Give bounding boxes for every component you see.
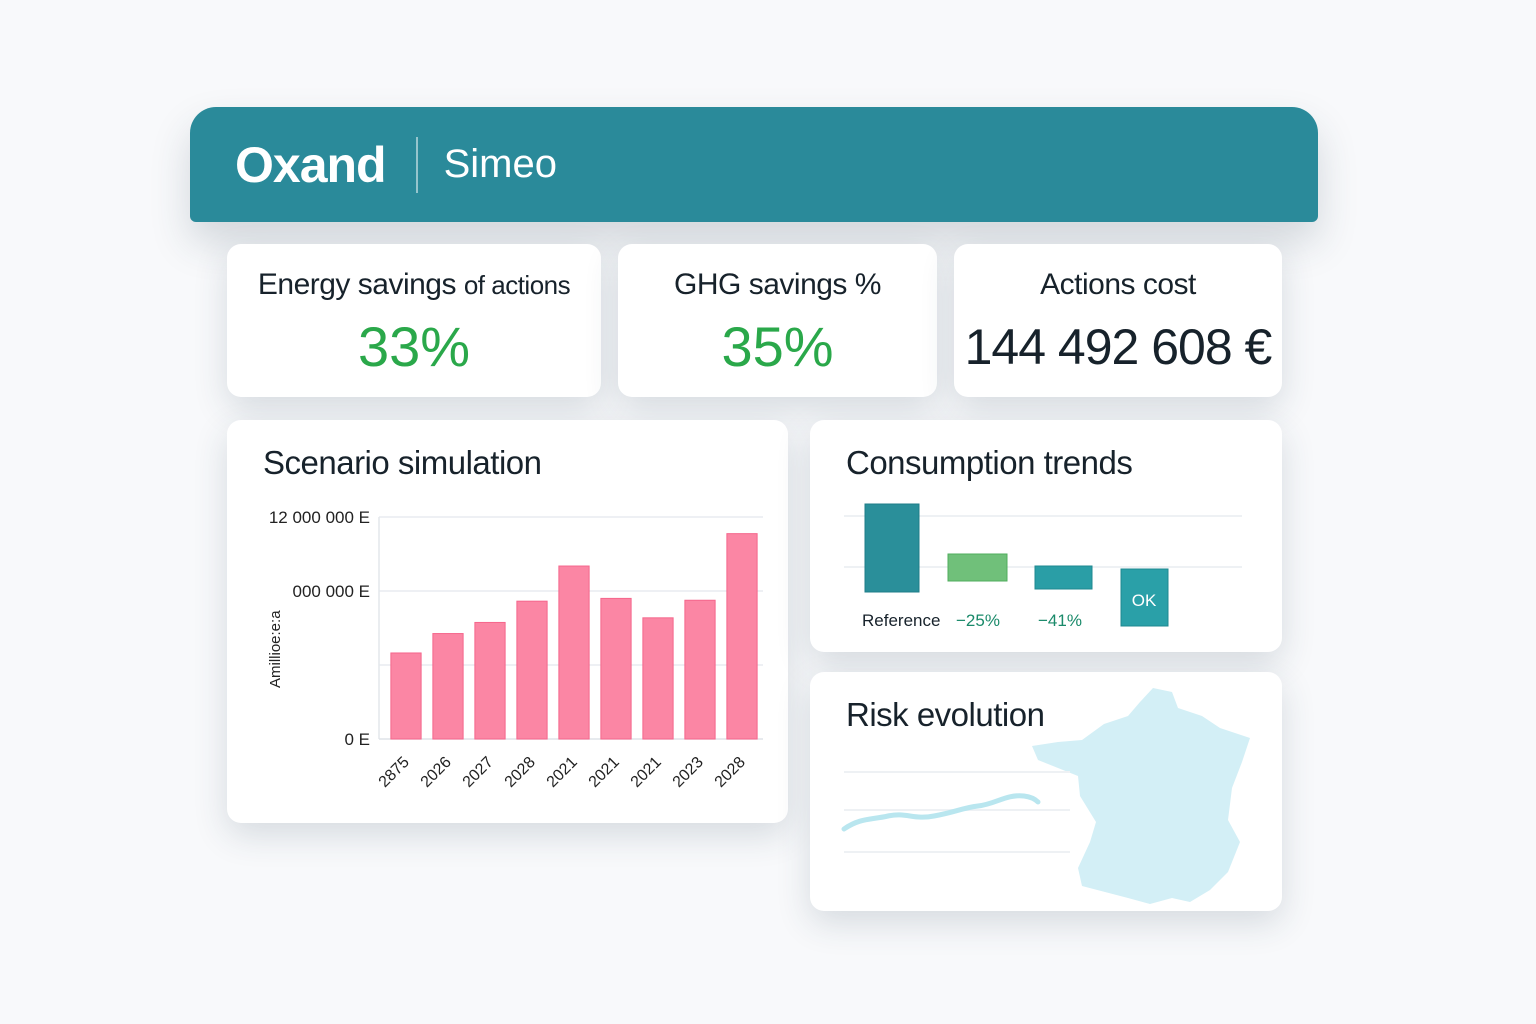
y-tick-label: 000 000 E bbox=[292, 582, 370, 601]
bar bbox=[726, 533, 758, 740]
x-tick-label: 2023 bbox=[670, 754, 707, 791]
risk-chart bbox=[841, 688, 1250, 904]
card-title: Consumption trends bbox=[846, 444, 1133, 481]
kpi-value: 35% bbox=[721, 315, 834, 378]
bar bbox=[600, 597, 632, 740]
label-minus-25: −25% bbox=[956, 611, 1000, 630]
bar-minus-25 bbox=[947, 553, 1008, 582]
risk-trend-line bbox=[841, 793, 1041, 832]
x-tick-label: 2028 bbox=[712, 754, 749, 791]
x-tick-label: 2875 bbox=[376, 754, 413, 791]
x-tick-label: 2021 bbox=[544, 754, 581, 791]
consumption-trends-card: Consumption trends OK Reference −25% −41… bbox=[810, 420, 1282, 652]
y-axis-label: Amillioe:e:a bbox=[267, 610, 284, 688]
app-name: Simeo bbox=[443, 142, 557, 186]
risk-evolution-card: Risk evolution bbox=[810, 672, 1282, 911]
x-tick-label: 2027 bbox=[460, 754, 497, 791]
kpi-ghg-savings: GHG savings % 35% bbox=[618, 244, 937, 397]
header-divider bbox=[415, 136, 418, 193]
kpi-title: Actions cost bbox=[1040, 268, 1196, 301]
label-minus-41: −41% bbox=[1038, 611, 1082, 630]
ok-label: OK bbox=[1132, 591, 1157, 610]
bar bbox=[558, 565, 590, 740]
logo: Oxand bbox=[235, 136, 387, 193]
kpi-value: 33% bbox=[357, 315, 471, 378]
bar bbox=[390, 652, 422, 740]
bar bbox=[516, 600, 548, 740]
kpi-energy-savings: Energy savings of actions 33% bbox=[227, 244, 601, 397]
bar-reference bbox=[864, 503, 920, 593]
app-header: Oxand Simeo bbox=[190, 107, 1318, 222]
kpi-title-small: of actions bbox=[463, 270, 571, 300]
bar bbox=[474, 621, 506, 740]
x-tick-label: 2026 bbox=[418, 754, 455, 791]
kpi-title: GHG savings % bbox=[674, 268, 881, 301]
bar-minus-41 bbox=[1034, 565, 1093, 590]
bar bbox=[642, 617, 674, 740]
x-tick-label: 2021 bbox=[628, 754, 665, 791]
ok-bar[interactable] bbox=[1120, 568, 1169, 627]
y-tick-label: 0 E bbox=[344, 730, 370, 749]
card-title: Risk evolution bbox=[846, 696, 1045, 733]
x-tick-label: 2021 bbox=[586, 754, 623, 791]
card-title: Scenario simulation bbox=[263, 444, 542, 481]
y-tick-label: 12 000 000 E bbox=[269, 508, 370, 527]
x-tick-label: 2028 bbox=[502, 754, 539, 791]
label-reference: Reference bbox=[862, 611, 940, 630]
bar bbox=[684, 599, 716, 740]
kpi-value: 144 492 608 € bbox=[964, 319, 1273, 375]
france-map bbox=[1032, 688, 1250, 904]
scenario-simulation-card: Scenario simulation 12 000 000 E 000 000 … bbox=[227, 420, 788, 823]
kpi-actions-cost: Actions cost 144 492 608 € bbox=[954, 244, 1282, 397]
bar bbox=[432, 633, 464, 740]
scenario-bar-chart: 12 000 000 E 000 000 E 0 E Amillioe:e:a 2875… bbox=[267, 508, 763, 791]
consumption-chart: OK Reference −25% −41% bbox=[844, 503, 1242, 630]
kpi-title: Energy savings bbox=[257, 268, 457, 301]
